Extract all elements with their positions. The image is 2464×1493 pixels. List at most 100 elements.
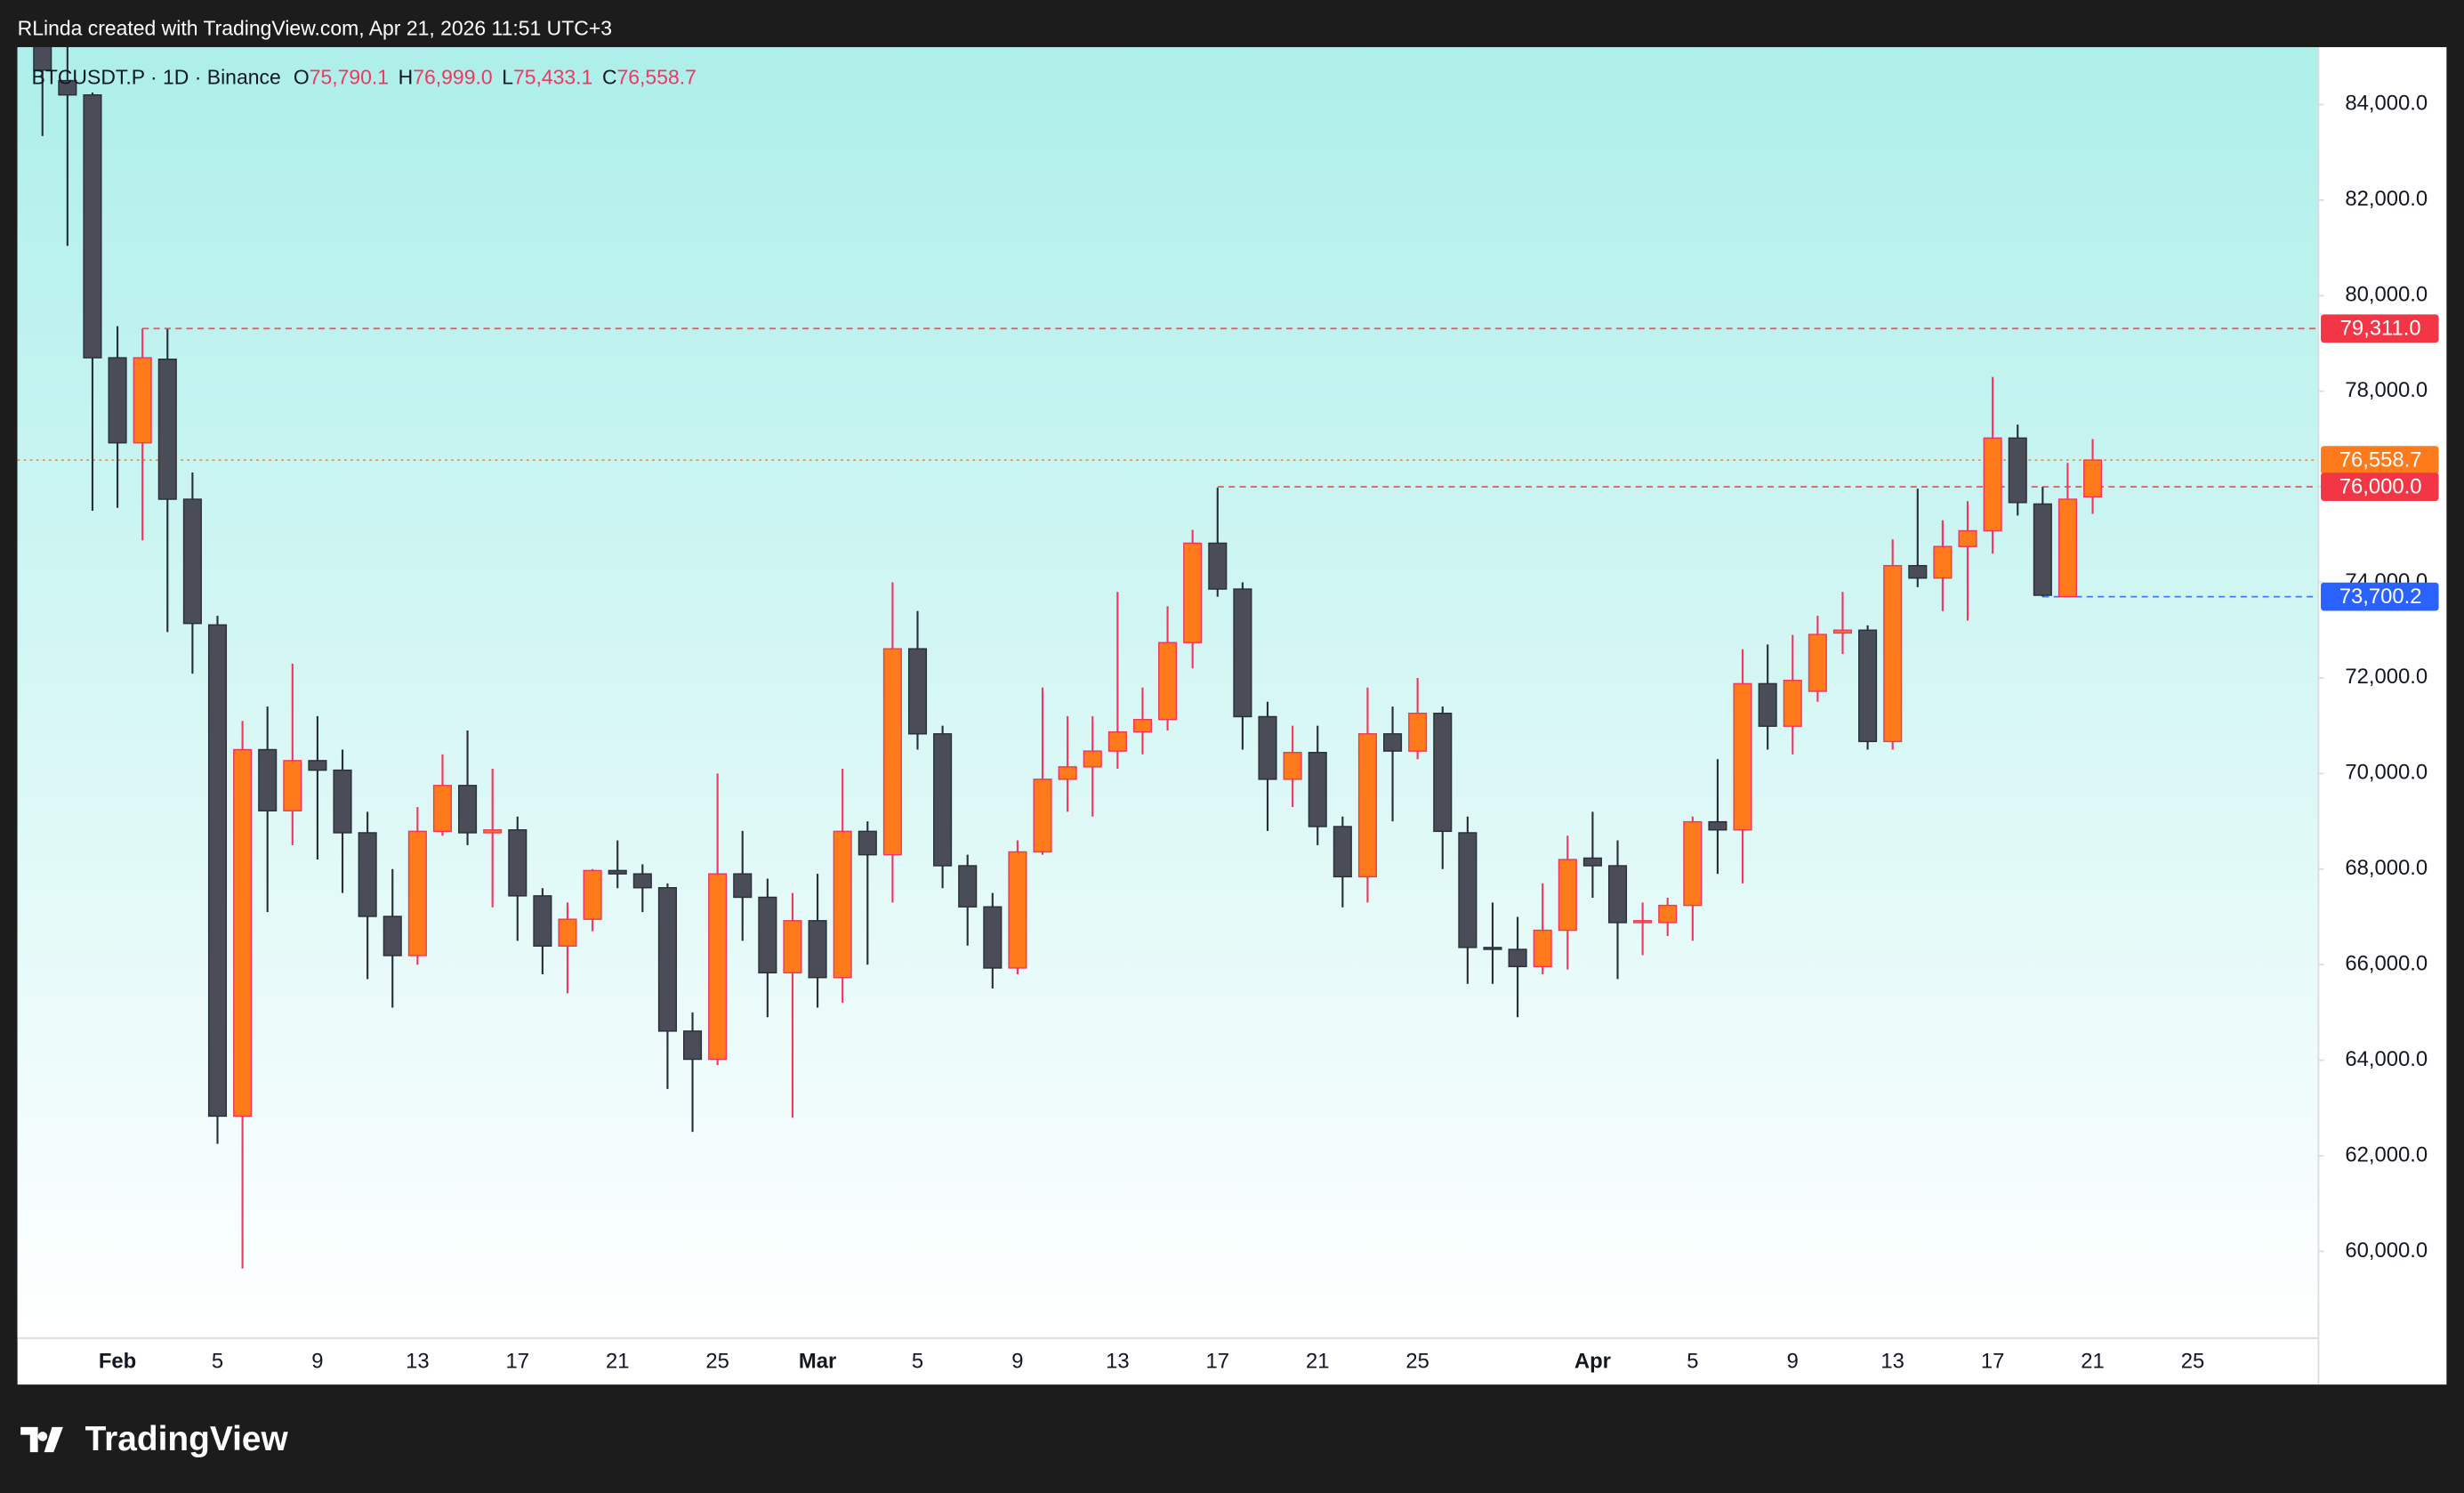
candle-body — [1183, 542, 1203, 643]
candle-body — [2008, 437, 2027, 504]
candle-body — [483, 829, 503, 834]
candle-body — [358, 832, 377, 917]
candle-body — [657, 887, 677, 1032]
candle-body — [1208, 542, 1228, 590]
y-tick-label: 78,000.0 — [2345, 378, 2428, 402]
y-tick-label: 82,000.0 — [2345, 187, 2428, 211]
candle-body — [1408, 712, 1428, 752]
candle-body — [1483, 947, 1502, 950]
plot — [17, 46, 2318, 1269]
candle-body — [1357, 733, 1377, 878]
candle-body — [533, 895, 552, 947]
x-tick-label: Apr — [1574, 1350, 1611, 1374]
price-tag-label: 79,311.0 — [2340, 316, 2421, 340]
candle-body — [1008, 851, 1027, 969]
price-tag-label: 73,700.2 — [2339, 585, 2422, 609]
x-tick-label: 9 — [311, 1350, 323, 1374]
candle-body — [1558, 859, 1577, 932]
candle-body — [1083, 750, 1102, 768]
x-tick-label: 13 — [1880, 1350, 1904, 1374]
candle-body — [808, 920, 827, 979]
candle-body — [333, 769, 352, 834]
logo-mark — [20, 1426, 63, 1453]
candle-body — [108, 357, 127, 444]
candle-body — [858, 830, 877, 856]
candle-body — [1333, 826, 1352, 878]
candle-body — [1633, 920, 1653, 924]
x-tick-label: 21 — [606, 1350, 630, 1374]
candle-body — [1258, 715, 1277, 780]
candle-body — [1582, 857, 1602, 867]
candle-body — [1383, 733, 1403, 752]
candle-body — [1033, 779, 1052, 853]
price-tag-label: 76,558.7 — [2339, 448, 2422, 472]
candle-body — [1683, 820, 1703, 907]
legend-key: L — [502, 65, 513, 88]
candle-body — [2057, 498, 2077, 598]
candle-body — [558, 918, 577, 947]
candle-body — [33, 46, 52, 71]
x-tick-label: 9 — [1787, 1350, 1799, 1374]
candle-body — [1132, 718, 1153, 733]
candle-body — [58, 79, 77, 96]
candle-body — [933, 733, 953, 867]
candle-body — [1933, 545, 1953, 579]
price-tag — [2321, 582, 2439, 611]
candle-body — [407, 830, 427, 956]
y-tick-label: 64,000.0 — [2345, 1047, 2428, 1071]
header-text: RLinda created with TradingView.com, Apr… — [18, 17, 612, 40]
candle-body — [1832, 629, 1853, 634]
candle-body — [283, 760, 302, 811]
x-tick-label: 13 — [1106, 1350, 1130, 1374]
y-tick-label: 62,000.0 — [2345, 1142, 2428, 1166]
x-tick-label: 25 — [1405, 1350, 1429, 1374]
price-tag — [2321, 472, 2439, 502]
candle-body — [1783, 679, 1802, 727]
legend-key: H — [399, 65, 414, 88]
y-tick-label: 80,000.0 — [2345, 283, 2428, 307]
y-tick-label: 66,000.0 — [2345, 952, 2428, 976]
x-tick-label: Mar — [799, 1350, 836, 1374]
legend-key: C — [602, 65, 617, 88]
candle-body — [432, 785, 453, 833]
legend-key: O — [294, 65, 310, 88]
brand-name: TradingView — [85, 1420, 289, 1458]
candle-body — [1983, 437, 2002, 532]
candle-body — [1107, 730, 1127, 752]
x-tick-label: 17 — [1206, 1350, 1230, 1374]
x-tick-label: 25 — [2181, 1350, 2205, 1374]
x-tick-label: 17 — [1981, 1350, 2005, 1374]
candle-body — [758, 896, 777, 974]
candle-body — [1808, 634, 1827, 692]
y-tick-label: 70,000.0 — [2345, 761, 2428, 785]
candle-body — [133, 357, 152, 444]
candle-body — [632, 873, 652, 889]
candle-body — [458, 785, 478, 834]
y-tick-label: 72,000.0 — [2345, 665, 2428, 689]
x-tick-label: 13 — [406, 1350, 430, 1374]
x-tick-label: 21 — [1306, 1350, 1330, 1374]
candle-body — [157, 359, 177, 500]
candle-body — [1233, 588, 1252, 718]
price-tag — [2321, 446, 2439, 475]
candle-body — [783, 920, 802, 974]
candle-body — [1708, 820, 1727, 831]
candle-body — [83, 93, 102, 359]
candle-body — [1533, 929, 1552, 968]
candle-body — [207, 624, 228, 1118]
candle-body — [2083, 459, 2103, 498]
candle-body — [833, 830, 852, 979]
candle-body — [882, 648, 902, 856]
candle-body — [1883, 565, 1903, 743]
candle-body — [708, 873, 728, 1061]
x-tick-label: 5 — [1687, 1350, 1698, 1374]
candle-body — [1908, 565, 1928, 579]
candle-body — [382, 916, 402, 956]
candle-body — [1958, 529, 1977, 547]
candle-body — [1308, 752, 1327, 827]
candle-body — [1433, 712, 1453, 833]
candle-body — [1283, 752, 1302, 780]
x-tick-label: 9 — [1011, 1350, 1023, 1374]
